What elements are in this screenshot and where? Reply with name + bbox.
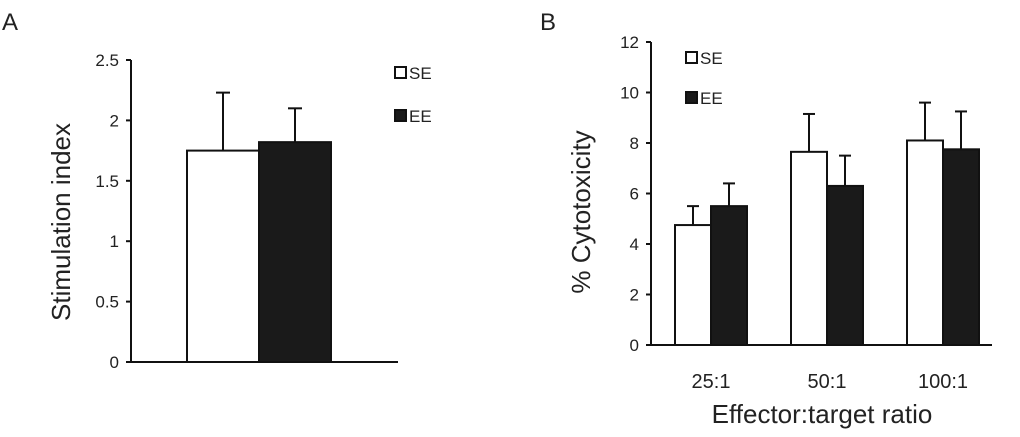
legend-ee-label: EE bbox=[409, 107, 432, 126]
x-tick-label: 25:1 bbox=[692, 371, 731, 393]
y-tick-label: 12 bbox=[620, 33, 639, 52]
panel-a-label: A bbox=[2, 9, 18, 36]
legend-ee-swatch bbox=[394, 109, 407, 122]
panel-b-label: B bbox=[540, 9, 556, 36]
y-tick-label: 0 bbox=[110, 353, 119, 372]
y-tick-label: 10 bbox=[620, 84, 639, 103]
y-tick-label: 1 bbox=[110, 232, 119, 251]
panel-a-y-ticks: 0 0.5 1 1.5 2 2.5 bbox=[95, 51, 131, 372]
legend-se-swatch bbox=[394, 66, 407, 79]
bar-se bbox=[186, 149, 260, 363]
y-tick-label: 2 bbox=[110, 111, 119, 130]
bar-se bbox=[674, 224, 712, 346]
bar-ee bbox=[942, 148, 980, 346]
y-tick-label: 8 bbox=[630, 134, 639, 153]
panel-a: A Stimulation index 0 0.5 1 1.5 2 2.5 SE EE bbox=[2, 9, 432, 372]
x-tick-label: 100:1 bbox=[918, 371, 968, 393]
panel-b: B % Cytotoxicity 0 2 4 6 8 10 12 25:1 50:1 100:1… bbox=[540, 9, 992, 429]
legend-ee-label: EE bbox=[700, 89, 723, 108]
panel-a-y-axis-title: Stimulation index bbox=[46, 123, 76, 321]
x-tick-label: 50:1 bbox=[808, 371, 847, 393]
legend-ee-swatch bbox=[685, 91, 698, 104]
panel-b-x-tick-labels: 25:1 50:1 100:1 bbox=[692, 371, 969, 393]
y-tick-label: 0.5 bbox=[95, 293, 119, 312]
panel-a-bars bbox=[186, 141, 332, 363]
y-tick-label: 1.5 bbox=[95, 172, 119, 191]
panel-b-bars bbox=[674, 139, 980, 346]
bar-ee bbox=[258, 141, 332, 363]
bar-se bbox=[790, 150, 828, 346]
panel-b-error-bars bbox=[687, 101, 967, 226]
panel-a-error-bars bbox=[216, 91, 302, 151]
panel-a-legend: SE EE bbox=[394, 64, 432, 126]
y-tick-label: 0 bbox=[630, 336, 639, 355]
legend-se-label: SE bbox=[409, 64, 432, 83]
legend-se-label: SE bbox=[700, 49, 723, 68]
legend-se-swatch bbox=[685, 51, 698, 64]
y-tick-label: 4 bbox=[630, 235, 639, 254]
y-tick-label: 2 bbox=[630, 286, 639, 305]
bar-ee bbox=[710, 205, 748, 346]
bar-se bbox=[906, 139, 944, 346]
panel-b-y-ticks: 0 2 4 6 8 10 12 bbox=[620, 33, 651, 355]
y-tick-label: 6 bbox=[630, 185, 639, 204]
panel-b-y-axis-title: % Cytotoxicity bbox=[566, 130, 596, 293]
bar-ee bbox=[826, 184, 864, 346]
panel-b-legend: SE EE bbox=[685, 49, 723, 108]
panel-b-x-axis-title: Effector:target ratio bbox=[712, 399, 933, 429]
y-tick-label: 2.5 bbox=[95, 51, 119, 70]
